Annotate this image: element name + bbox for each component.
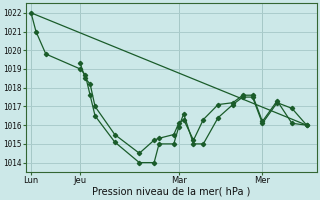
X-axis label: Pression niveau de la mer( hPa ): Pression niveau de la mer( hPa ) [92, 187, 251, 197]
